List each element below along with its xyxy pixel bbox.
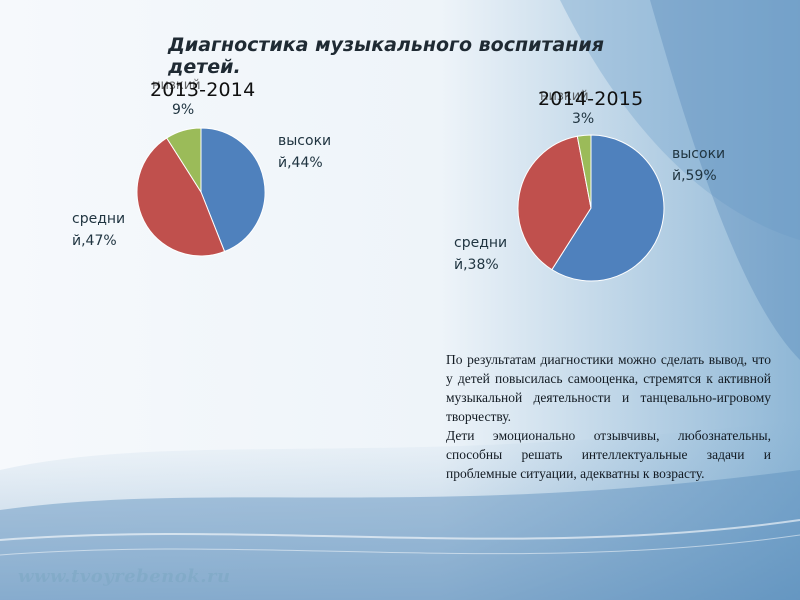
chart-1-slice-low [166, 127, 202, 194]
chart-2-label-low: 3% [572, 111, 595, 127]
chart-1-label-high: высоки й,44% [278, 133, 332, 171]
chart-1-title: 2013-2014 [150, 79, 256, 101]
slide-title: Диагностика музыкального воспитания дете… [168, 34, 604, 78]
chart-2-label-high: высоки й,59% [672, 146, 726, 184]
chart-2-low-label-overlap: низкий [540, 89, 589, 104]
conclusion-paragraph-1: По результатам диагностики можно сделать… [446, 352, 771, 424]
chart-1-label-low: 9% [172, 102, 195, 118]
conclusion-paragraph-2: Дети эмоционально отзывчивы, любознатель… [446, 428, 771, 481]
chart-1-slice-high [200, 127, 266, 253]
chart-1-low-label-overlap: низкий [152, 78, 201, 93]
chart-2-title: 2014-2015 [538, 88, 644, 110]
chart-2-slice-low [576, 134, 592, 209]
chart-2-slice-medium [517, 135, 592, 271]
chart-1-slice-medium [136, 137, 226, 257]
watermark-url: www.tvoyrebenok.ru [18, 566, 231, 587]
chart-2-label-medium: средни й,38% [454, 235, 508, 273]
conclusion-text: По результатам диагностики можно сделать… [446, 350, 771, 483]
chart-2-slice-high [551, 134, 665, 282]
chart-1-label-medium: средни й,47% [72, 211, 126, 249]
